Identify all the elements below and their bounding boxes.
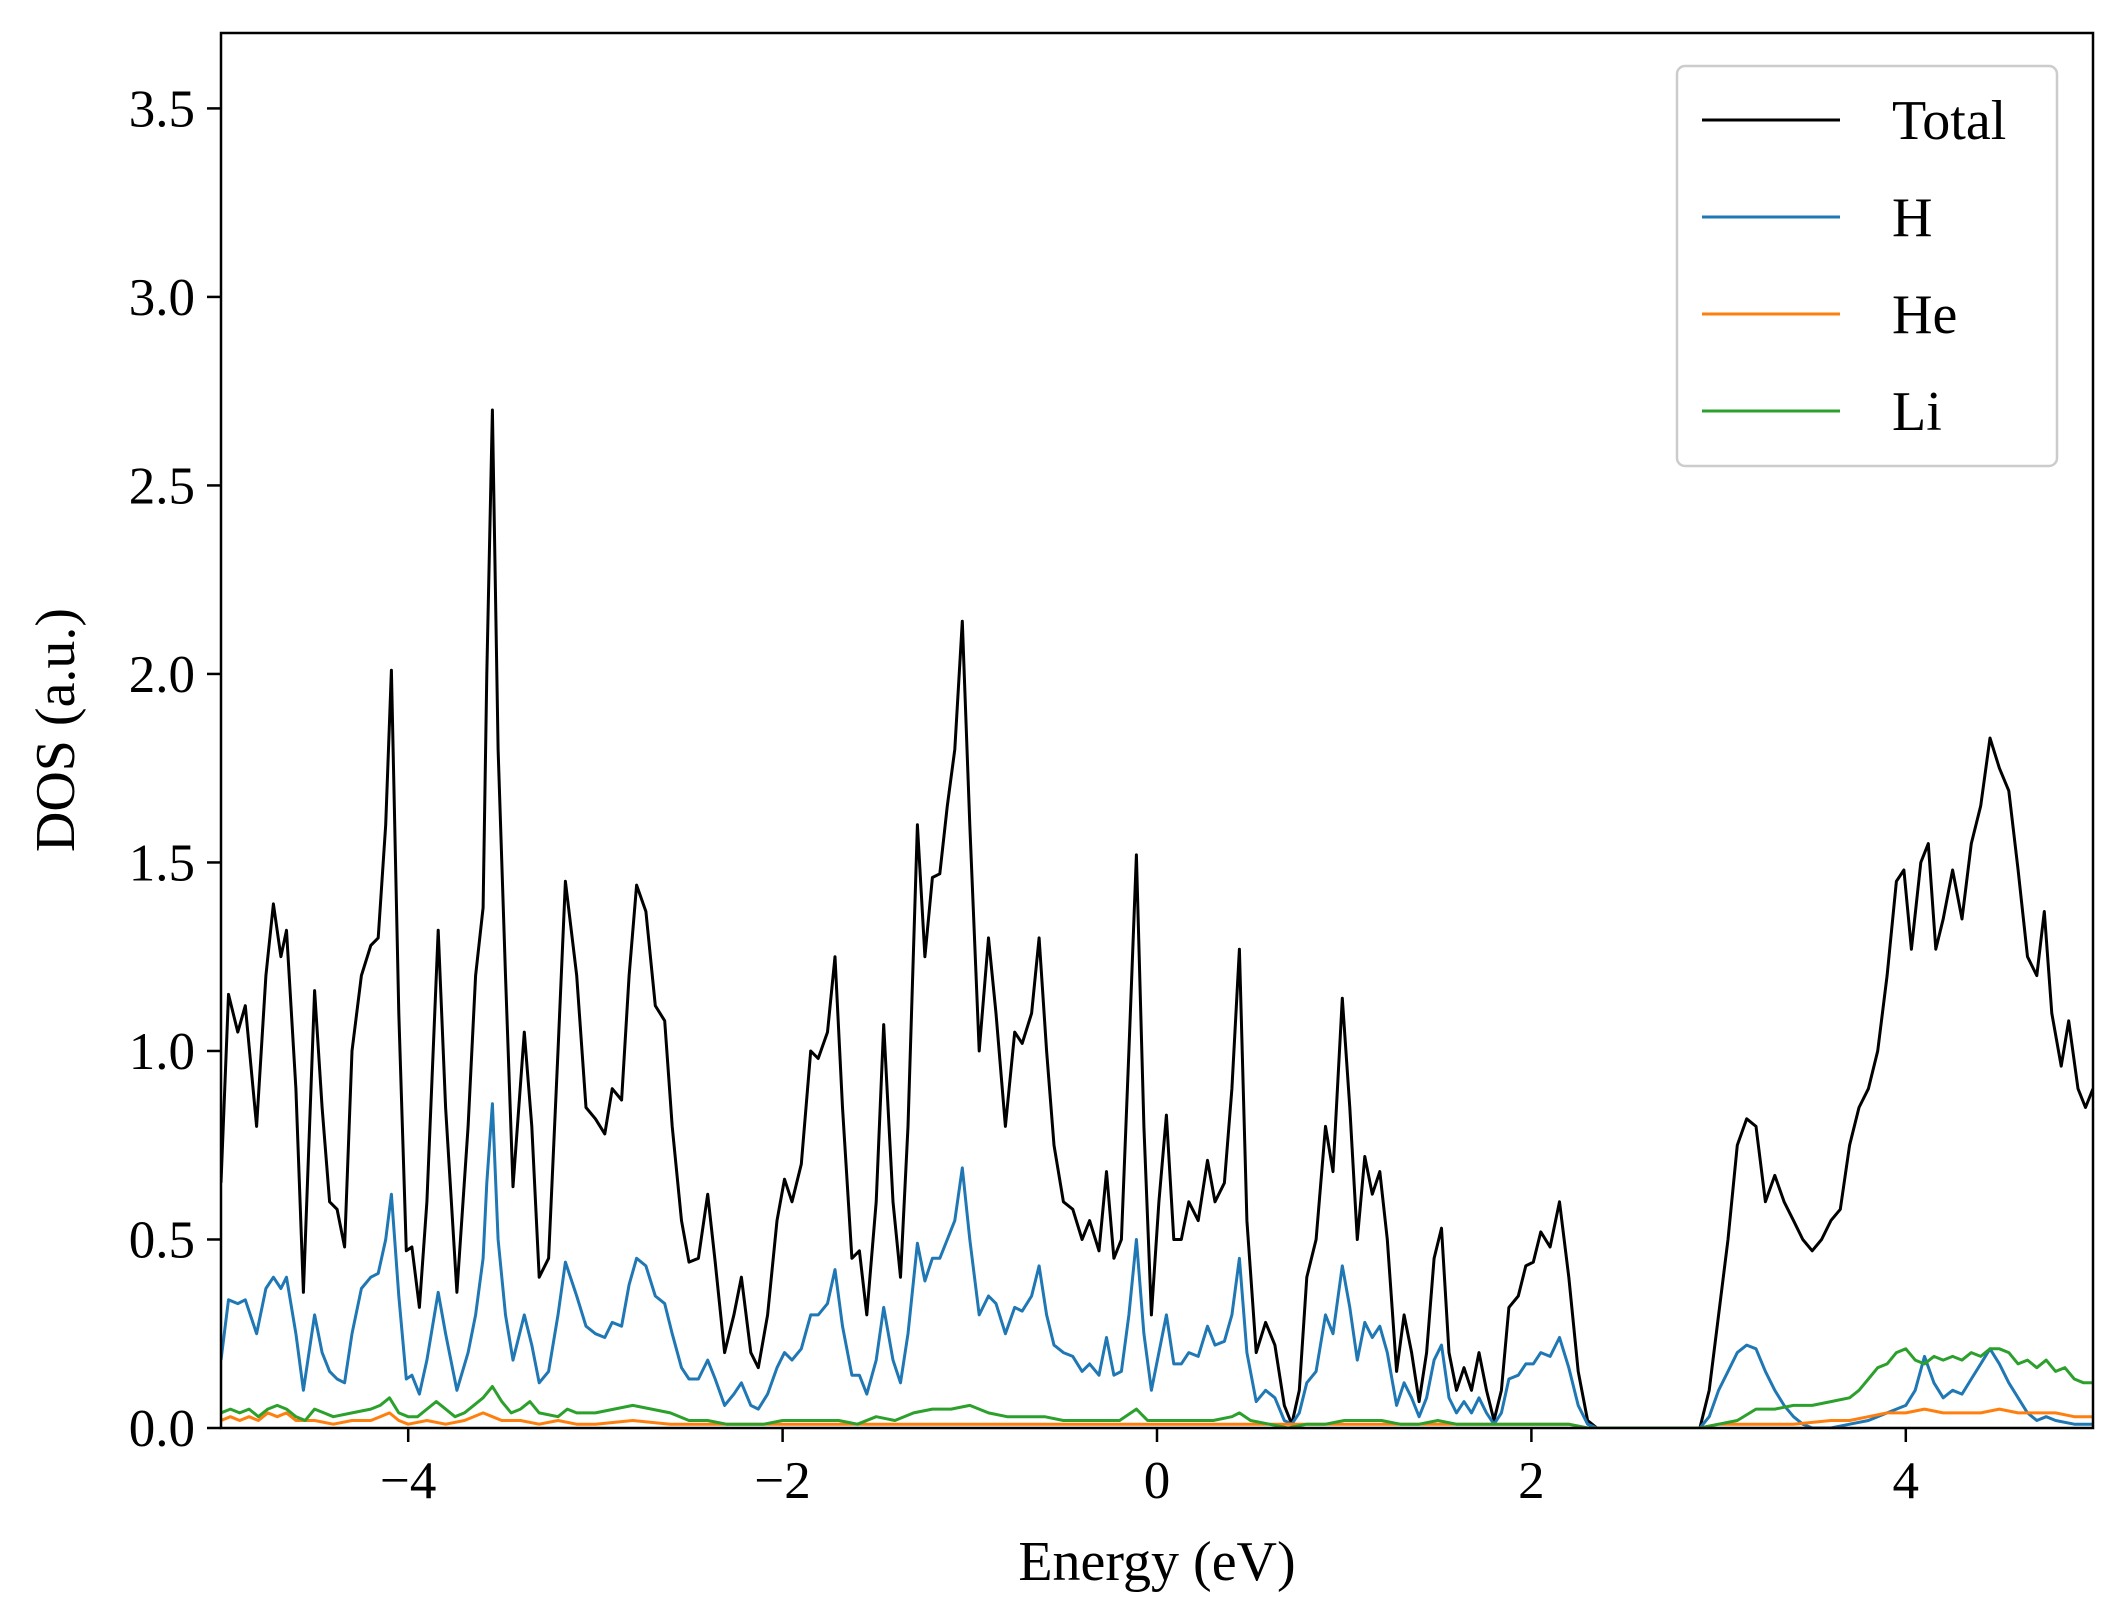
legend-label-he: He [1892, 284, 1957, 346]
y-tick-label: 1.0 [129, 1023, 195, 1081]
y-tick-label: 0.0 [129, 1400, 195, 1458]
x-tick-label: 0 [1144, 1452, 1171, 1510]
series-line-he [221, 1407, 2093, 1428]
series-line-total [221, 408, 2093, 1428]
series-line-li [221, 1347, 2093, 1428]
legend: Total H He Li [1675, 64, 2059, 468]
y-tick-label: 3.0 [129, 269, 195, 327]
x-tick-label: 4 [1893, 1452, 1920, 1510]
legend-box [1675, 64, 2059, 468]
series-line-h [221, 1102, 2093, 1428]
x-axis-label: Energy (eV) [1018, 1531, 1295, 1593]
y-tick-label: 2.5 [129, 457, 195, 515]
series-layer [221, 408, 2093, 1428]
y-tick-label: 1.5 [129, 834, 195, 892]
x-tick-label: −2 [754, 1452, 810, 1510]
y-tick-label: 2.0 [129, 646, 195, 704]
x-tick-label: 2 [1518, 1452, 1545, 1510]
y-tick-label: 0.5 [129, 1211, 195, 1269]
ticks-layer: −4 −2 0 2 4 0.0 0.5 1.0 1.5 2.0 2.5 3.0 3.5 [129, 80, 1919, 1510]
legend-label-li: Li [1892, 381, 1942, 443]
y-axis-label: DOS (a.u.) [25, 608, 87, 852]
y-tick-label: 3.5 [129, 80, 195, 138]
legend-label-h: H [1892, 187, 1932, 249]
x-tick-label: −4 [380, 1452, 436, 1510]
legend-label-total: Total [1892, 90, 2006, 152]
